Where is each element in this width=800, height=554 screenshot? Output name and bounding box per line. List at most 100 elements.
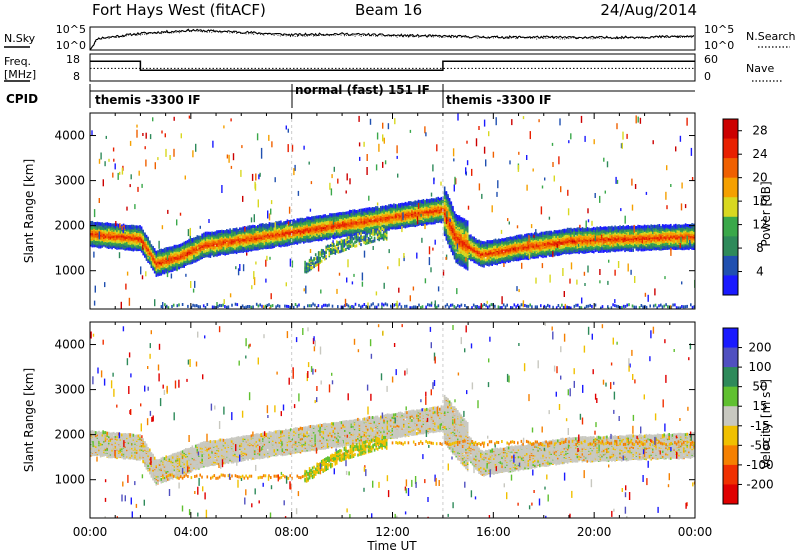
data-cell xyxy=(237,235,240,239)
data-cell xyxy=(247,244,249,248)
data-cell xyxy=(425,198,428,202)
data-cell xyxy=(253,232,256,236)
data-cell xyxy=(273,242,276,246)
data-cell xyxy=(145,234,148,238)
data-cell xyxy=(448,204,451,208)
data-cell xyxy=(330,220,333,224)
data-cell xyxy=(219,240,221,244)
data-cell xyxy=(165,247,167,251)
data-cell xyxy=(185,255,187,258)
data-cell xyxy=(409,206,412,210)
data-cell xyxy=(304,217,307,221)
data-cell xyxy=(90,241,92,245)
data-cell xyxy=(432,218,435,222)
data-cell xyxy=(294,220,297,224)
data-cell xyxy=(134,225,136,229)
data-cell xyxy=(324,214,326,218)
data-cell xyxy=(101,228,104,232)
data-cell xyxy=(280,234,282,238)
data-cell xyxy=(363,220,366,224)
data-cell xyxy=(334,232,336,236)
data-cell xyxy=(368,208,371,212)
data-cell xyxy=(108,244,110,248)
data-cell xyxy=(217,230,220,234)
data-cell xyxy=(407,223,410,227)
data-cell xyxy=(144,236,146,240)
data-cell xyxy=(398,203,400,207)
data-cell xyxy=(219,230,221,233)
data-cell xyxy=(117,226,120,230)
data-cell xyxy=(99,226,102,230)
freq-panel-frame xyxy=(89,53,696,82)
data-cell xyxy=(271,222,274,226)
data-cell xyxy=(366,207,369,211)
data-cell xyxy=(193,259,195,263)
data-cell xyxy=(317,237,320,241)
freq-series xyxy=(90,60,695,71)
data-cell xyxy=(152,245,154,249)
data-cell xyxy=(398,214,400,218)
data-cell xyxy=(109,235,112,239)
data-cell xyxy=(352,233,354,237)
data-cell xyxy=(204,249,207,253)
data-cell xyxy=(186,257,189,261)
data-cell xyxy=(386,212,389,216)
data-cell xyxy=(180,264,182,267)
data-cell xyxy=(407,208,410,212)
data-cell xyxy=(162,269,164,273)
data-cell xyxy=(222,230,225,233)
data-cell xyxy=(432,204,435,208)
data-cell xyxy=(160,250,163,254)
data-cell xyxy=(378,214,380,218)
data-cell xyxy=(265,238,267,242)
data-cell xyxy=(262,235,264,239)
data-cell xyxy=(273,227,276,231)
data-cell xyxy=(171,263,174,267)
data-cell xyxy=(129,229,131,233)
data-cell xyxy=(398,212,400,216)
data-cell xyxy=(360,220,362,224)
data-cell xyxy=(157,250,159,254)
data-cell xyxy=(181,249,184,253)
data-cell xyxy=(319,224,321,228)
data-cell xyxy=(439,205,441,209)
data-cell xyxy=(232,241,235,245)
data-cell xyxy=(389,223,392,227)
data-cell xyxy=(101,222,104,226)
data-cell xyxy=(152,262,154,266)
data-cell xyxy=(129,237,131,241)
data-cell xyxy=(260,244,262,248)
data-cell xyxy=(198,239,200,243)
data-cell xyxy=(155,250,158,254)
data-cell xyxy=(399,225,402,229)
data-cell xyxy=(366,227,369,231)
data-cell xyxy=(422,204,425,208)
data-cell xyxy=(268,222,271,226)
noise-right-tick-top: 10^5 xyxy=(704,23,734,36)
data-cell xyxy=(427,204,430,208)
data-cell xyxy=(394,203,397,207)
data-cell xyxy=(280,222,282,226)
data-cell xyxy=(443,201,446,205)
data-cell xyxy=(278,238,280,242)
data-cell xyxy=(158,251,161,255)
data-cell xyxy=(366,220,369,224)
data-cell xyxy=(357,209,359,213)
data-cell xyxy=(285,231,287,235)
data-cell xyxy=(149,240,151,244)
data-cell xyxy=(324,231,326,235)
noise-panel-frame xyxy=(89,26,696,51)
data-cell xyxy=(150,252,153,255)
data-cell xyxy=(119,237,122,241)
data-cell xyxy=(384,227,387,231)
data-cell xyxy=(280,220,282,224)
data-cell xyxy=(96,244,99,248)
data-cell xyxy=(329,213,331,217)
data-cell xyxy=(267,244,269,248)
data-cell xyxy=(137,248,140,252)
data-cell xyxy=(389,206,392,210)
data-cell xyxy=(162,266,164,270)
data-cell xyxy=(153,248,156,252)
data-cell xyxy=(399,204,402,208)
data-cell xyxy=(129,224,131,228)
